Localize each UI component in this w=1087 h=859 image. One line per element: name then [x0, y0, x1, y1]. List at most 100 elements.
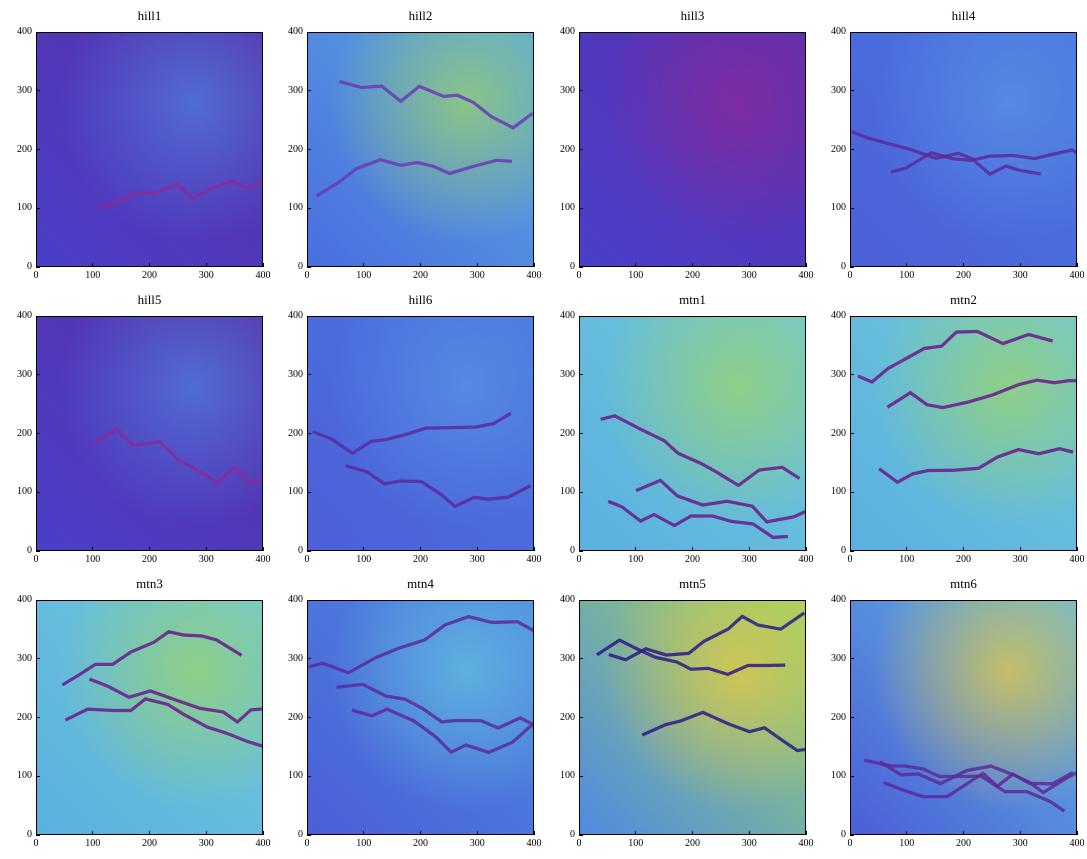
y-tick-mark — [579, 149, 583, 150]
y-tick-mark — [579, 775, 583, 777]
y-tick-mark — [36, 374, 40, 376]
y-tick-mark — [307, 433, 311, 434]
x-tick-label: 400 — [798, 838, 814, 849]
x-tick-mark — [476, 263, 478, 267]
y-tick-label: 400 — [560, 594, 575, 605]
x-tick-mark — [533, 547, 535, 551]
x-tick-label: 300 — [1012, 554, 1028, 565]
panel-title: hill3 — [680, 8, 705, 23]
x-tick-mark — [205, 263, 207, 267]
y-tick-label: 300 — [288, 652, 303, 664]
terrain-heatmap — [36, 600, 263, 835]
y-tick-label: 0 — [841, 261, 846, 272]
x-tick-mark — [92, 831, 94, 835]
y-tick-label: 0 — [27, 545, 32, 556]
x-tick-mark — [92, 263, 94, 267]
y-tick-label: 300 — [17, 368, 32, 380]
terrain-heatmap — [579, 32, 806, 267]
x-tick-mark — [306, 547, 308, 551]
panel-title: mtn1 — [679, 292, 706, 307]
terrain-heatmap — [36, 316, 263, 551]
y-tick-label: 200 — [17, 427, 32, 439]
x-tick-mark — [35, 831, 37, 835]
x-tick-mark — [578, 547, 580, 551]
terrain-heatmap — [850, 600, 1077, 835]
y-tick-mark — [850, 775, 854, 777]
x-tick-mark — [805, 831, 807, 835]
x-tick-label: 400 — [798, 270, 814, 281]
river-channel — [608, 611, 805, 662]
y-tick-label: 0 — [570, 545, 575, 556]
y-tick-label: 400 — [831, 310, 846, 321]
river-channel — [883, 771, 1074, 799]
river-channel — [863, 758, 1066, 813]
y-tick-label: 0 — [570, 829, 575, 840]
terrain-image — [851, 601, 1076, 834]
x-tick-label: 400 — [526, 838, 542, 849]
river-channel — [878, 446, 1074, 485]
y-tick-mark — [36, 491, 40, 493]
y-tick-label: 400 — [17, 26, 32, 37]
x-tick-mark — [420, 263, 421, 267]
y-tick-mark — [307, 266, 311, 268]
y-tick-mark — [579, 207, 583, 209]
y-tick-label: 0 — [27, 829, 32, 840]
x-tick-label: 0 — [33, 270, 39, 281]
terrain-image — [580, 317, 805, 550]
y-tick-label: 100 — [288, 486, 303, 498]
y-tick-mark — [36, 775, 40, 777]
x-tick-mark — [748, 263, 750, 267]
y-tick-mark — [579, 433, 583, 434]
panel-title: mtn6 — [950, 576, 977, 591]
x-tick-label: 100 — [85, 270, 101, 281]
x-tick-label: 400 — [255, 838, 271, 849]
terrain-heatmap — [579, 316, 806, 551]
river-channel — [312, 411, 512, 456]
x-tick-label: 0 — [847, 270, 853, 281]
terrain-heatmap — [307, 600, 534, 835]
x-tick-mark — [849, 263, 851, 267]
river-channel — [96, 179, 262, 210]
x-tick-label: 300 — [741, 838, 757, 849]
x-tick-mark — [1019, 547, 1021, 551]
x-tick-label: 200 — [413, 270, 428, 281]
y-tick-label: 400 — [560, 26, 575, 37]
terrain-heatmap — [850, 32, 1077, 267]
x-tick-mark — [963, 263, 964, 267]
y-tick-label: 300 — [17, 84, 32, 96]
y-tick-label: 100 — [831, 770, 846, 782]
y-tick-mark — [850, 149, 854, 150]
river-channel — [890, 148, 1076, 174]
river-channel — [338, 79, 533, 130]
x-tick-mark — [149, 547, 150, 551]
y-tick-mark — [307, 374, 311, 376]
x-tick-label: 200 — [956, 554, 971, 565]
panel-title: mtn4 — [407, 576, 434, 591]
y-tick-label: 0 — [298, 261, 303, 272]
x-tick-mark — [906, 263, 908, 267]
y-tick-label: 400 — [288, 310, 303, 321]
x-tick-mark — [906, 831, 908, 835]
x-tick-mark — [205, 831, 207, 835]
x-tick-label: 0 — [576, 838, 582, 849]
x-tick-mark — [906, 547, 908, 551]
x-tick-mark — [149, 263, 150, 267]
y-tick-mark — [579, 599, 583, 601]
x-tick-label: 200 — [685, 270, 700, 281]
x-tick-mark — [92, 547, 94, 551]
x-tick-label: 200 — [685, 554, 700, 565]
panel-title: hill2 — [408, 8, 433, 23]
y-tick-mark — [307, 599, 311, 601]
river-channel — [641, 710, 805, 753]
y-tick-mark — [850, 717, 854, 718]
y-tick-mark — [850, 599, 854, 601]
y-tick-label: 200 — [288, 711, 303, 723]
x-tick-label: 400 — [526, 554, 542, 565]
y-tick-label: 200 — [17, 711, 32, 723]
x-tick-label: 400 — [526, 270, 542, 281]
river-channel — [315, 158, 512, 198]
y-tick-mark — [850, 207, 854, 209]
x-tick-mark — [262, 547, 264, 551]
x-tick-mark — [363, 263, 365, 267]
river-channel — [64, 697, 262, 748]
